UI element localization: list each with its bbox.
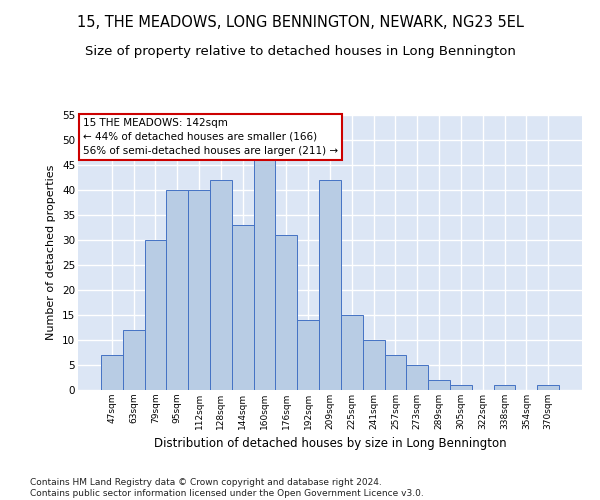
Bar — [428, 380, 450, 390]
Bar — [341, 315, 363, 390]
Bar — [254, 160, 275, 390]
Bar — [166, 190, 188, 390]
Bar — [363, 340, 385, 390]
Bar — [145, 240, 166, 390]
Text: Contains HM Land Registry data © Crown copyright and database right 2024.
Contai: Contains HM Land Registry data © Crown c… — [30, 478, 424, 498]
Bar — [385, 355, 406, 390]
Bar — [319, 180, 341, 390]
Bar — [406, 365, 428, 390]
Bar — [101, 355, 123, 390]
X-axis label: Distribution of detached houses by size in Long Bennington: Distribution of detached houses by size … — [154, 438, 506, 450]
Text: 15 THE MEADOWS: 142sqm
← 44% of detached houses are smaller (166)
56% of semi-de: 15 THE MEADOWS: 142sqm ← 44% of detached… — [83, 118, 338, 156]
Bar — [210, 180, 232, 390]
Bar — [188, 190, 210, 390]
Bar — [123, 330, 145, 390]
Bar — [232, 225, 254, 390]
Bar — [297, 320, 319, 390]
Bar — [450, 385, 472, 390]
Y-axis label: Number of detached properties: Number of detached properties — [46, 165, 56, 340]
Bar — [537, 385, 559, 390]
Bar — [494, 385, 515, 390]
Text: 15, THE MEADOWS, LONG BENNINGTON, NEWARK, NG23 5EL: 15, THE MEADOWS, LONG BENNINGTON, NEWARK… — [77, 15, 523, 30]
Bar — [275, 235, 297, 390]
Text: Size of property relative to detached houses in Long Bennington: Size of property relative to detached ho… — [85, 45, 515, 58]
